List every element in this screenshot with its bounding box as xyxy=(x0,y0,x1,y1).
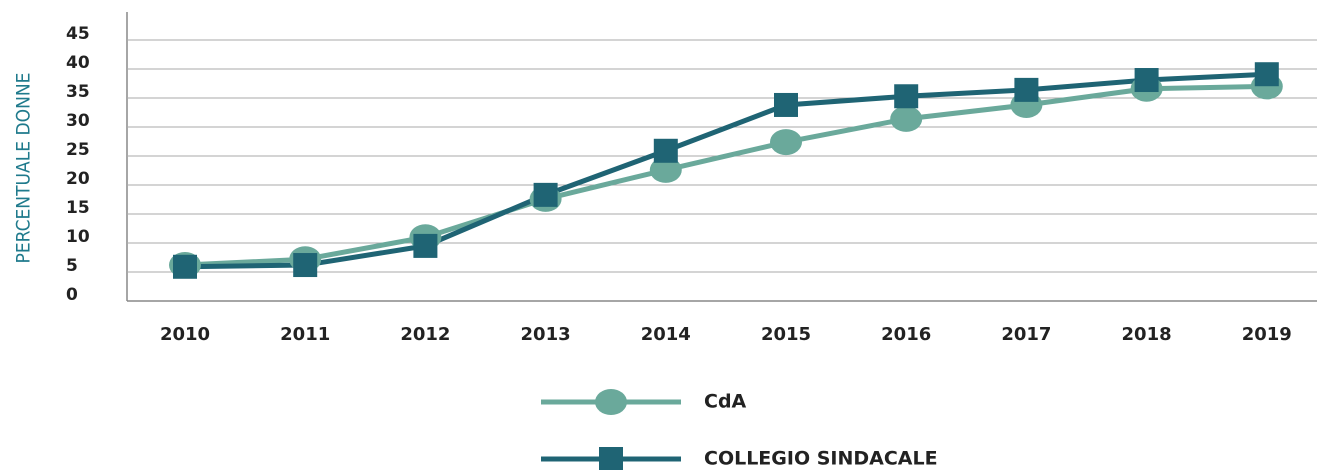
point xyxy=(533,182,558,207)
legend-marker xyxy=(595,389,627,415)
point xyxy=(649,156,682,183)
point xyxy=(1134,68,1159,93)
legend-marker xyxy=(599,447,623,471)
legend-label: COLLEGIO SINDACALE xyxy=(704,448,938,470)
point xyxy=(774,92,798,117)
point xyxy=(293,253,318,278)
y-tick-label: 45 xyxy=(66,24,90,44)
y-tick-label: 35 xyxy=(66,82,90,102)
y-tick-label: 0 xyxy=(66,285,78,305)
point xyxy=(1014,77,1039,102)
point xyxy=(173,254,197,279)
x-tick-label: 2018 xyxy=(1122,324,1172,345)
y-axis-label: PERCENTUALE DONNE xyxy=(13,73,35,264)
point xyxy=(413,233,438,258)
y-tick-label: 5 xyxy=(66,256,78,276)
point xyxy=(1254,62,1279,87)
series-line xyxy=(184,83,1267,268)
y-tick-label: 25 xyxy=(66,140,90,160)
x-tick-label: 2019 xyxy=(1242,324,1292,345)
point xyxy=(770,129,802,156)
y-tick-label: 40 xyxy=(66,53,90,73)
x-tick-label: 2010 xyxy=(160,324,210,345)
y-tick-label: 20 xyxy=(66,169,90,189)
point xyxy=(890,105,923,132)
y-tick-label: 10 xyxy=(66,227,90,247)
series-line xyxy=(184,71,1267,270)
x-tick-label: 2011 xyxy=(280,324,330,345)
x-tick-label: 2017 xyxy=(1001,324,1051,345)
y-tick-label: 30 xyxy=(66,111,90,131)
x-tick-label: 2013 xyxy=(521,324,571,345)
y-tick-label: 15 xyxy=(66,198,90,218)
legend-label: CdA xyxy=(704,391,747,413)
x-tick-label: 2012 xyxy=(400,324,450,345)
x-tick-label: 2015 xyxy=(761,324,811,345)
x-tick-label: 2016 xyxy=(881,324,931,345)
x-tick-label: 2014 xyxy=(641,324,691,345)
point xyxy=(653,138,678,163)
point xyxy=(894,84,919,109)
